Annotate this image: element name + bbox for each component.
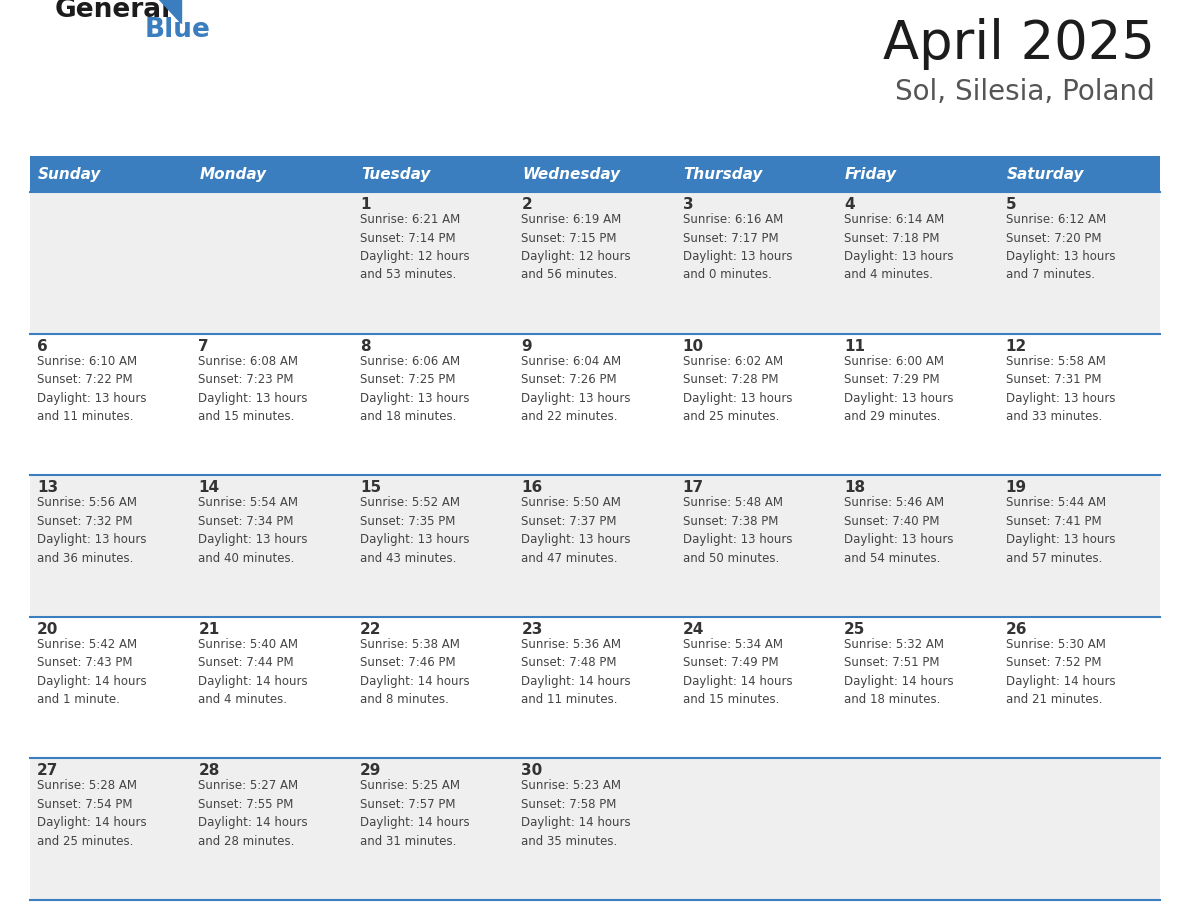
Text: 18: 18 xyxy=(845,480,865,495)
Text: 27: 27 xyxy=(37,764,58,778)
Text: 4: 4 xyxy=(845,197,855,212)
Text: 16: 16 xyxy=(522,480,543,495)
Text: 13: 13 xyxy=(37,480,58,495)
Text: Sunrise: 5:58 AM
Sunset: 7:31 PM
Daylight: 13 hours
and 33 minutes.: Sunrise: 5:58 AM Sunset: 7:31 PM Dayligh… xyxy=(1005,354,1116,423)
Text: Sunrise: 5:52 AM
Sunset: 7:35 PM
Daylight: 13 hours
and 43 minutes.: Sunrise: 5:52 AM Sunset: 7:35 PM Dayligh… xyxy=(360,497,469,565)
Text: Sunrise: 5:50 AM
Sunset: 7:37 PM
Daylight: 13 hours
and 47 minutes.: Sunrise: 5:50 AM Sunset: 7:37 PM Dayligh… xyxy=(522,497,631,565)
Bar xyxy=(30,476,1159,617)
Text: Sunrise: 6:02 AM
Sunset: 7:28 PM
Daylight: 13 hours
and 25 minutes.: Sunrise: 6:02 AM Sunset: 7:28 PM Dayligh… xyxy=(683,354,792,423)
Text: 25: 25 xyxy=(845,621,866,637)
Text: Saturday: Saturday xyxy=(1006,166,1085,182)
Bar xyxy=(30,156,1159,192)
Text: Sunday: Sunday xyxy=(38,166,101,182)
Text: Sunrise: 6:14 AM
Sunset: 7:18 PM
Daylight: 13 hours
and 4 minutes.: Sunrise: 6:14 AM Sunset: 7:18 PM Dayligh… xyxy=(845,213,954,282)
Text: Sunrise: 5:25 AM
Sunset: 7:57 PM
Daylight: 14 hours
and 31 minutes.: Sunrise: 5:25 AM Sunset: 7:57 PM Dayligh… xyxy=(360,779,469,848)
Text: 26: 26 xyxy=(1005,621,1028,637)
Text: 12: 12 xyxy=(1005,339,1026,353)
Text: 1: 1 xyxy=(360,197,371,212)
Text: Blue: Blue xyxy=(145,17,211,43)
Text: 29: 29 xyxy=(360,764,381,778)
Text: 3: 3 xyxy=(683,197,694,212)
Text: 21: 21 xyxy=(198,621,220,637)
Text: Sunrise: 5:40 AM
Sunset: 7:44 PM
Daylight: 14 hours
and 4 minutes.: Sunrise: 5:40 AM Sunset: 7:44 PM Dayligh… xyxy=(198,638,308,706)
Text: Sunrise: 5:46 AM
Sunset: 7:40 PM
Daylight: 13 hours
and 54 minutes.: Sunrise: 5:46 AM Sunset: 7:40 PM Dayligh… xyxy=(845,497,954,565)
Text: Sunrise: 6:12 AM
Sunset: 7:20 PM
Daylight: 13 hours
and 7 minutes.: Sunrise: 6:12 AM Sunset: 7:20 PM Dayligh… xyxy=(1005,213,1116,282)
Text: Sunrise: 6:08 AM
Sunset: 7:23 PM
Daylight: 13 hours
and 15 minutes.: Sunrise: 6:08 AM Sunset: 7:23 PM Dayligh… xyxy=(198,354,308,423)
Text: 15: 15 xyxy=(360,480,381,495)
Text: Sunrise: 5:28 AM
Sunset: 7:54 PM
Daylight: 14 hours
and 25 minutes.: Sunrise: 5:28 AM Sunset: 7:54 PM Dayligh… xyxy=(37,779,146,848)
Text: Sunrise: 5:27 AM
Sunset: 7:55 PM
Daylight: 14 hours
and 28 minutes.: Sunrise: 5:27 AM Sunset: 7:55 PM Dayligh… xyxy=(198,779,308,848)
Text: Sunrise: 5:48 AM
Sunset: 7:38 PM
Daylight: 13 hours
and 50 minutes.: Sunrise: 5:48 AM Sunset: 7:38 PM Dayligh… xyxy=(683,497,792,565)
Text: Sunrise: 6:16 AM
Sunset: 7:17 PM
Daylight: 13 hours
and 0 minutes.: Sunrise: 6:16 AM Sunset: 7:17 PM Dayligh… xyxy=(683,213,792,282)
Text: Sunrise: 6:19 AM
Sunset: 7:15 PM
Daylight: 12 hours
and 56 minutes.: Sunrise: 6:19 AM Sunset: 7:15 PM Dayligh… xyxy=(522,213,631,282)
Text: 23: 23 xyxy=(522,621,543,637)
Text: Sunrise: 5:56 AM
Sunset: 7:32 PM
Daylight: 13 hours
and 36 minutes.: Sunrise: 5:56 AM Sunset: 7:32 PM Dayligh… xyxy=(37,497,146,565)
Text: Sunrise: 5:30 AM
Sunset: 7:52 PM
Daylight: 14 hours
and 21 minutes.: Sunrise: 5:30 AM Sunset: 7:52 PM Dayligh… xyxy=(1005,638,1116,706)
Text: General: General xyxy=(55,0,171,23)
Text: Sunrise: 6:04 AM
Sunset: 7:26 PM
Daylight: 13 hours
and 22 minutes.: Sunrise: 6:04 AM Sunset: 7:26 PM Dayligh… xyxy=(522,354,631,423)
Text: 28: 28 xyxy=(198,764,220,778)
Bar xyxy=(30,758,1159,900)
Text: 19: 19 xyxy=(1005,480,1026,495)
Text: Sunrise: 6:06 AM
Sunset: 7:25 PM
Daylight: 13 hours
and 18 minutes.: Sunrise: 6:06 AM Sunset: 7:25 PM Dayligh… xyxy=(360,354,469,423)
Text: 14: 14 xyxy=(198,480,220,495)
Text: 9: 9 xyxy=(522,339,532,353)
Text: 7: 7 xyxy=(198,339,209,353)
Text: Sunrise: 6:21 AM
Sunset: 7:14 PM
Daylight: 12 hours
and 53 minutes.: Sunrise: 6:21 AM Sunset: 7:14 PM Dayligh… xyxy=(360,213,469,282)
Text: 10: 10 xyxy=(683,339,703,353)
Text: Sunrise: 5:34 AM
Sunset: 7:49 PM
Daylight: 14 hours
and 15 minutes.: Sunrise: 5:34 AM Sunset: 7:49 PM Dayligh… xyxy=(683,638,792,706)
Text: Sunrise: 6:10 AM
Sunset: 7:22 PM
Daylight: 13 hours
and 11 minutes.: Sunrise: 6:10 AM Sunset: 7:22 PM Dayligh… xyxy=(37,354,146,423)
Bar xyxy=(30,333,1159,476)
Text: Sunrise: 5:54 AM
Sunset: 7:34 PM
Daylight: 13 hours
and 40 minutes.: Sunrise: 5:54 AM Sunset: 7:34 PM Dayligh… xyxy=(198,497,308,565)
Text: Sol, Silesia, Poland: Sol, Silesia, Poland xyxy=(896,78,1155,106)
Text: Sunrise: 5:44 AM
Sunset: 7:41 PM
Daylight: 13 hours
and 57 minutes.: Sunrise: 5:44 AM Sunset: 7:41 PM Dayligh… xyxy=(1005,497,1116,565)
Text: 22: 22 xyxy=(360,621,381,637)
Text: Sunrise: 5:32 AM
Sunset: 7:51 PM
Daylight: 14 hours
and 18 minutes.: Sunrise: 5:32 AM Sunset: 7:51 PM Dayligh… xyxy=(845,638,954,706)
Text: 24: 24 xyxy=(683,621,704,637)
Text: Monday: Monday xyxy=(200,166,266,182)
Text: Sunrise: 5:38 AM
Sunset: 7:46 PM
Daylight: 14 hours
and 8 minutes.: Sunrise: 5:38 AM Sunset: 7:46 PM Dayligh… xyxy=(360,638,469,706)
Text: 6: 6 xyxy=(37,339,48,353)
Bar xyxy=(30,617,1159,758)
Polygon shape xyxy=(157,0,181,23)
Text: Thursday: Thursday xyxy=(684,166,763,182)
Text: Sunrise: 6:00 AM
Sunset: 7:29 PM
Daylight: 13 hours
and 29 minutes.: Sunrise: 6:00 AM Sunset: 7:29 PM Dayligh… xyxy=(845,354,954,423)
Text: Tuesday: Tuesday xyxy=(361,166,430,182)
Text: Sunrise: 5:23 AM
Sunset: 7:58 PM
Daylight: 14 hours
and 35 minutes.: Sunrise: 5:23 AM Sunset: 7:58 PM Dayligh… xyxy=(522,779,631,848)
Text: 30: 30 xyxy=(522,764,543,778)
Text: Wednesday: Wednesday xyxy=(523,166,620,182)
Text: 5: 5 xyxy=(1005,197,1016,212)
Text: Friday: Friday xyxy=(845,166,897,182)
Text: 2: 2 xyxy=(522,197,532,212)
Text: Sunrise: 5:36 AM
Sunset: 7:48 PM
Daylight: 14 hours
and 11 minutes.: Sunrise: 5:36 AM Sunset: 7:48 PM Dayligh… xyxy=(522,638,631,706)
Text: 20: 20 xyxy=(37,621,58,637)
Bar xyxy=(30,192,1159,333)
Text: 8: 8 xyxy=(360,339,371,353)
Text: April 2025: April 2025 xyxy=(883,18,1155,70)
Text: Sunrise: 5:42 AM
Sunset: 7:43 PM
Daylight: 14 hours
and 1 minute.: Sunrise: 5:42 AM Sunset: 7:43 PM Dayligh… xyxy=(37,638,146,706)
Text: 17: 17 xyxy=(683,480,703,495)
Text: 11: 11 xyxy=(845,339,865,353)
